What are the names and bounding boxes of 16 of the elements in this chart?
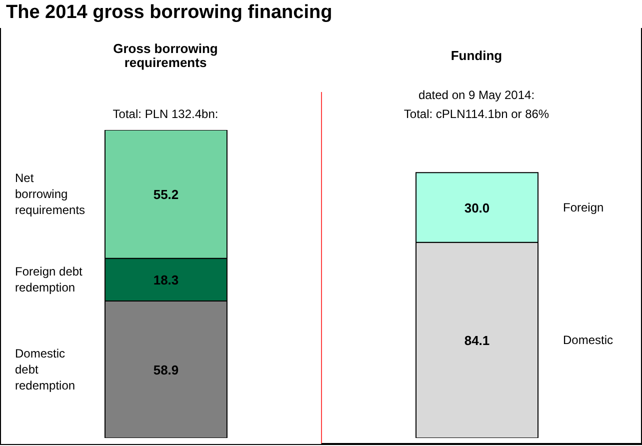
text: Total: cPLN114.1bn or 86% [404, 107, 550, 121]
chart-title: The 2014 gross borrowing financing [6, 2, 332, 24]
series-label: Foreign debt redemption [15, 264, 84, 295]
text: Domestic debt redemption [15, 346, 76, 392]
text: Total: PLN 132.4bn: [112, 107, 218, 121]
data-label: 58.9 [153, 362, 179, 378]
data-label: 18.3 [153, 272, 179, 288]
text: dated on 9 May 2014: [418, 88, 535, 102]
data-label: 55.2 [153, 187, 179, 202]
text: Domestic [563, 333, 614, 348]
x-tick-label: Funding [450, 48, 502, 63]
data-label: 84.1 [464, 333, 490, 348]
x-tick-label: Gross borrowing requirements [113, 41, 218, 70]
data-label: 30.0 [464, 200, 490, 216]
series-label: Net borrowing requirements [15, 171, 86, 218]
text: Foreign [563, 200, 604, 214]
